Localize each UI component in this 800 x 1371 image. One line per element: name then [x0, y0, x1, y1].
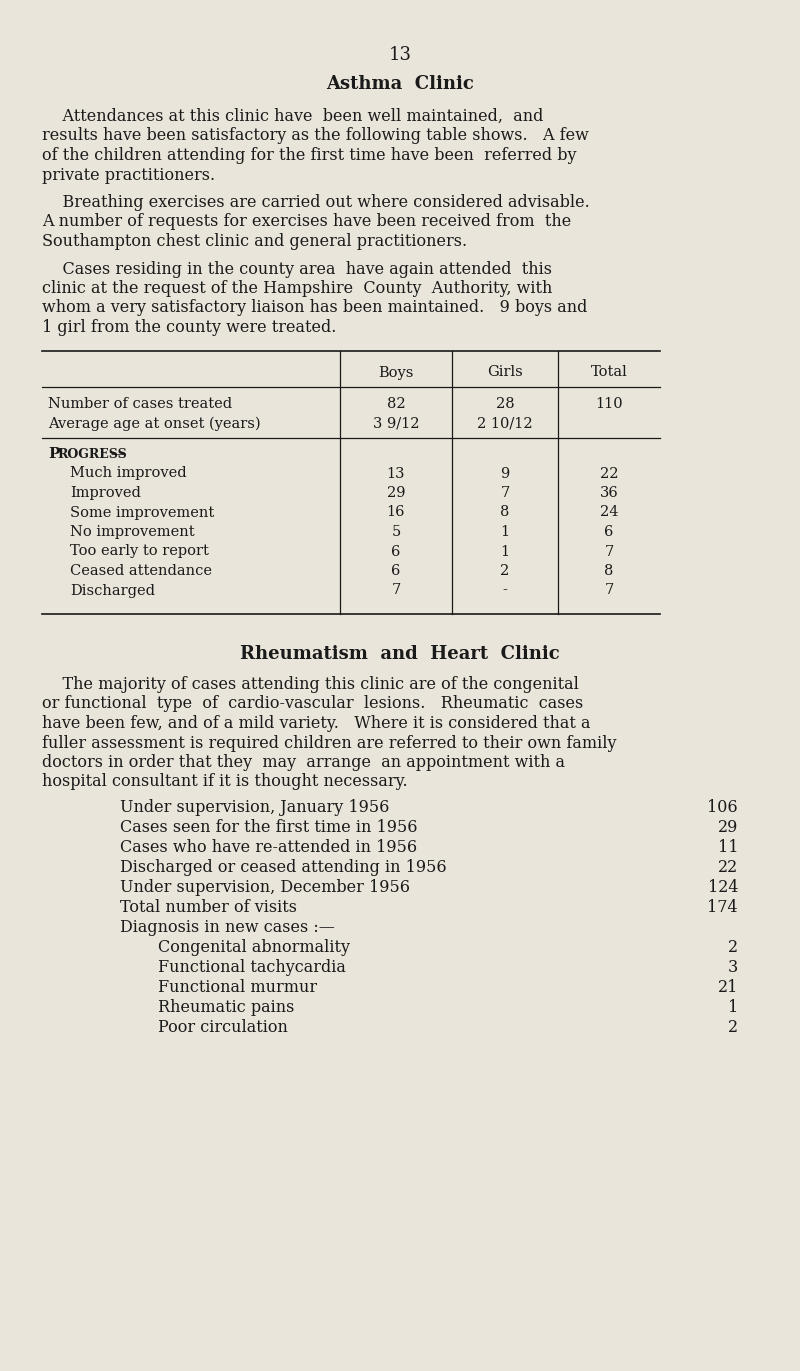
Text: 6: 6 — [604, 525, 614, 539]
Text: Girls: Girls — [487, 366, 523, 380]
Text: Total: Total — [590, 366, 627, 380]
Text: private practitioners.: private practitioners. — [42, 166, 215, 184]
Text: Cases residing in the county area  have again attended  this: Cases residing in the county area have a… — [42, 260, 552, 277]
Text: Too early to report: Too early to report — [70, 544, 209, 558]
Text: —: — — [110, 447, 125, 462]
Text: 22: 22 — [600, 466, 618, 480]
Text: 5: 5 — [391, 525, 401, 539]
Text: 7: 7 — [604, 544, 614, 558]
Text: Boys: Boys — [378, 366, 414, 380]
Text: Rheumatism  and  Heart  Clinic: Rheumatism and Heart Clinic — [240, 644, 560, 664]
Text: 8: 8 — [604, 563, 614, 579]
Text: Poor circulation: Poor circulation — [158, 1020, 288, 1036]
Text: 28: 28 — [496, 398, 514, 411]
Text: 7: 7 — [604, 584, 614, 598]
Text: Under supervision, December 1956: Under supervision, December 1956 — [120, 879, 410, 897]
Text: clinic at the request of the Hampshire  County  Authority, with: clinic at the request of the Hampshire C… — [42, 280, 552, 298]
Text: Attendances at this clinic have  been well maintained,  and: Attendances at this clinic have been wel… — [42, 108, 543, 125]
Text: of the children attending for the first time have been  referred by: of the children attending for the first … — [42, 147, 577, 165]
Text: Southampton chest clinic and general practitioners.: Southampton chest clinic and general pra… — [42, 233, 467, 250]
Text: 174: 174 — [707, 899, 738, 916]
Text: The majority of cases attending this clinic are of the congenital: The majority of cases attending this cli… — [42, 676, 579, 692]
Text: Discharged: Discharged — [70, 584, 155, 598]
Text: doctors in order that they  may  arrange  an appointment with a: doctors in order that they may arrange a… — [42, 754, 565, 771]
Text: Under supervision, January 1956: Under supervision, January 1956 — [120, 799, 390, 816]
Text: 2 10/12: 2 10/12 — [477, 417, 533, 430]
Text: Rheumatic pains: Rheumatic pains — [158, 999, 294, 1016]
Text: hospital consultant if it is thought necessary.: hospital consultant if it is thought nec… — [42, 773, 408, 791]
Text: fuller assessment is required children are referred to their own family: fuller assessment is required children a… — [42, 735, 617, 751]
Text: Much improved: Much improved — [70, 466, 186, 480]
Text: Cases seen for the first time in 1956: Cases seen for the first time in 1956 — [120, 818, 418, 836]
Text: 82: 82 — [386, 398, 406, 411]
Text: 24: 24 — [600, 506, 618, 520]
Text: P: P — [48, 447, 59, 462]
Text: Functional tachycardia: Functional tachycardia — [158, 960, 346, 976]
Text: or functional  type  of  cardio-vascular  lesions.   Rheumatic  cases: or functional type of cardio-vascular le… — [42, 695, 583, 713]
Text: 1: 1 — [501, 544, 510, 558]
Text: Total number of visits: Total number of visits — [120, 899, 297, 916]
Text: results have been satisfactory as the following table shows.   A few: results have been satisfactory as the fo… — [42, 128, 589, 144]
Text: 3 9/12: 3 9/12 — [373, 417, 419, 430]
Text: Cases who have re-attended in 1956: Cases who have re-attended in 1956 — [120, 839, 417, 856]
Text: 29: 29 — [718, 818, 738, 836]
Text: whom a very satisfactory liaison has been maintained.   9 boys and: whom a very satisfactory liaison has bee… — [42, 299, 587, 317]
Text: 2: 2 — [500, 563, 510, 579]
Text: 29: 29 — [386, 485, 406, 500]
Text: Diagnosis in new cases :—: Diagnosis in new cases :— — [120, 919, 335, 936]
Text: 8: 8 — [500, 506, 510, 520]
Text: Functional murmur: Functional murmur — [158, 979, 317, 997]
Text: 36: 36 — [600, 485, 618, 500]
Text: Asthma  Clinic: Asthma Clinic — [326, 75, 474, 93]
Text: 106: 106 — [707, 799, 738, 816]
Text: Congenital abnormality: Congenital abnormality — [158, 939, 350, 957]
Text: 13: 13 — [389, 47, 411, 64]
Text: ROGRESS: ROGRESS — [57, 448, 126, 461]
Text: -: - — [502, 584, 507, 598]
Text: 21: 21 — [718, 979, 738, 997]
Text: 124: 124 — [707, 879, 738, 897]
Text: 2: 2 — [728, 1020, 738, 1036]
Text: 9: 9 — [500, 466, 510, 480]
Text: 22: 22 — [718, 860, 738, 876]
Text: 1: 1 — [501, 525, 510, 539]
Text: 7: 7 — [391, 584, 401, 598]
Text: 16: 16 — [386, 506, 406, 520]
Text: A number of requests for exercises have been received from  the: A number of requests for exercises have … — [42, 214, 571, 230]
Text: Breathing exercises are carried out where considered advisable.: Breathing exercises are carried out wher… — [42, 195, 590, 211]
Text: 1 girl from the county were treated.: 1 girl from the county were treated. — [42, 319, 336, 336]
Text: 11: 11 — [718, 839, 738, 856]
Text: 3: 3 — [728, 960, 738, 976]
Text: 7: 7 — [500, 485, 510, 500]
Text: Average age at onset (years): Average age at onset (years) — [48, 417, 261, 430]
Text: Discharged or ceased attending in 1956: Discharged or ceased attending in 1956 — [120, 860, 446, 876]
Text: Number of cases treated: Number of cases treated — [48, 398, 232, 411]
Text: 110: 110 — [595, 398, 623, 411]
Text: 2: 2 — [728, 939, 738, 957]
Text: 1: 1 — [728, 999, 738, 1016]
Text: 6: 6 — [391, 544, 401, 558]
Text: Ceased attendance: Ceased attendance — [70, 563, 212, 579]
Text: have been few, and of a mild variety.   Where it is considered that a: have been few, and of a mild variety. Wh… — [42, 716, 590, 732]
Text: Some improvement: Some improvement — [70, 506, 214, 520]
Text: No improvement: No improvement — [70, 525, 194, 539]
Text: 6: 6 — [391, 563, 401, 579]
Text: Improved: Improved — [70, 485, 141, 500]
Text: 13: 13 — [386, 466, 406, 480]
